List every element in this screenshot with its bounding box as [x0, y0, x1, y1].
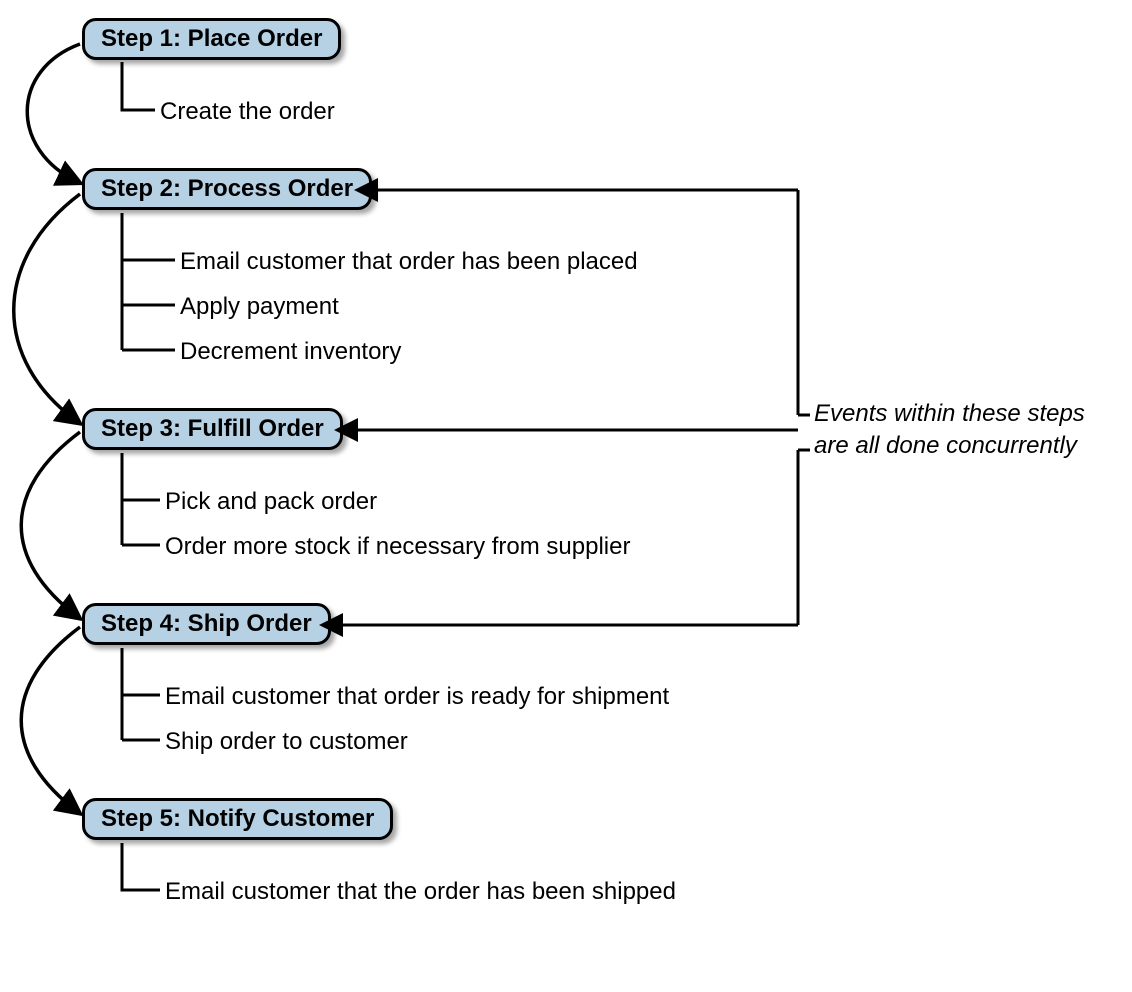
flow-arrow-4-5	[21, 627, 80, 812]
step2-item: Decrement inventory	[180, 338, 401, 366]
flow-arrow-2-3	[14, 194, 80, 422]
step4-item: Email customer that order is ready for s…	[165, 683, 669, 711]
step3-item: Pick and pack order	[165, 488, 377, 516]
step4-item: Ship order to customer	[165, 728, 408, 756]
step-box-3: Step 3: Fulfill Order	[82, 408, 343, 450]
annotation-text: Events within these steps are all done c…	[814, 398, 1085, 463]
annotation-line2: are all done concurrently	[814, 432, 1077, 459]
step1-item: Create the order	[160, 98, 335, 126]
step-box-1: Step 1: Place Order	[82, 18, 341, 60]
flow-arrow-1-2	[27, 44, 80, 182]
step-title: Step 5: Notify Customer	[101, 805, 374, 832]
step-title: Step 1: Place Order	[101, 25, 322, 52]
bracket-step2	[122, 213, 175, 350]
bracket-step4	[122, 648, 160, 740]
step-title: Step 2: Process Order	[101, 175, 353, 202]
step-box-5: Step 5: Notify Customer	[82, 798, 393, 840]
step5-item: Email customer that the order has been s…	[165, 878, 676, 906]
step-title: Step 3: Fulfill Order	[101, 415, 324, 442]
bracket-step3	[122, 453, 160, 545]
step2-item: Apply payment	[180, 293, 339, 321]
bracket-step5	[122, 843, 160, 890]
bracket-step1	[122, 62, 155, 110]
step-title: Step 4: Ship Order	[101, 610, 312, 637]
flow-arrow-3-4	[21, 432, 80, 617]
step-box-4: Step 4: Ship Order	[82, 603, 331, 645]
step3-item: Order more stock if necessary from suppl…	[165, 533, 630, 561]
step-box-2: Step 2: Process Order	[82, 168, 372, 210]
annotation-line1: Events within these steps	[814, 400, 1085, 427]
step2-item: Email customer that order has been place…	[180, 248, 638, 276]
